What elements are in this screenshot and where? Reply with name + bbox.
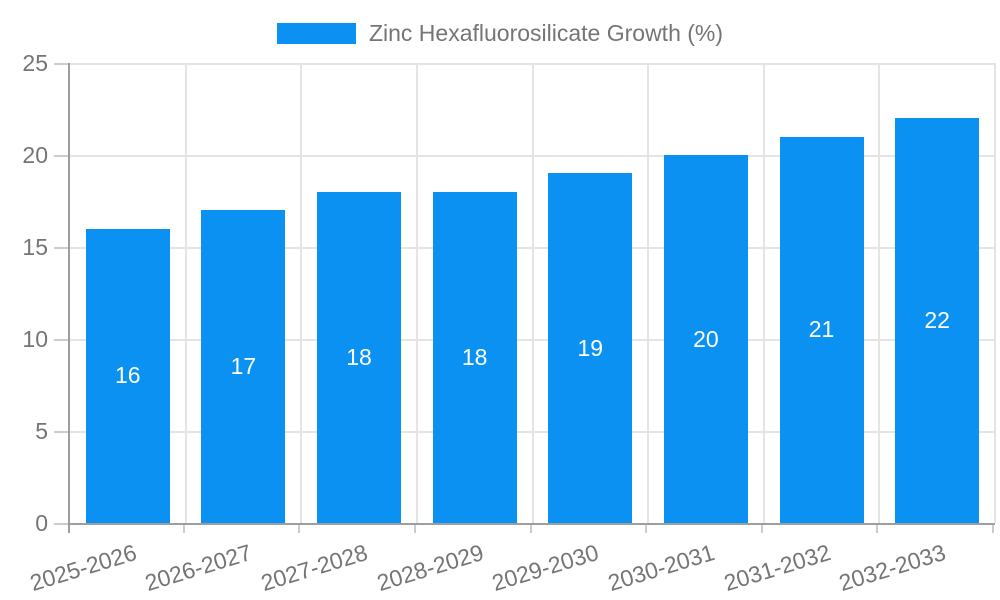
legend-swatch	[276, 23, 356, 44]
x-axis-tick	[876, 525, 879, 533]
x-axis-label: 2029-2030	[489, 539, 602, 597]
x-axis-label: 2025-2026	[26, 539, 140, 597]
bar-2032-2033[interactable]: 22	[895, 118, 980, 523]
bar-value-label: 19	[577, 334, 604, 361]
y-axis-tick	[54, 523, 68, 525]
gridline-vertical	[994, 63, 996, 523]
y-axis-label: 15	[22, 234, 48, 260]
bar-value-label: 22	[924, 307, 950, 334]
y-axis-tick	[54, 63, 68, 65]
y-axis-label: 25	[22, 50, 48, 76]
bar-value-label: 21	[808, 316, 835, 343]
bar-2030-2031[interactable]: 20	[663, 155, 748, 523]
x-axis: 2025-2026 2026-2027 2027-2028 2028-2029 2029…	[27, 525, 994, 600]
bar-2029-2030[interactable]: 19	[548, 173, 633, 523]
bar-2027-2028[interactable]: 18	[317, 191, 402, 523]
x-axis-label: 2031-2032	[720, 539, 834, 597]
x-axis-tick	[760, 525, 763, 533]
x-axis-label: 2027-2028	[257, 539, 371, 597]
gridline-vertical	[762, 63, 765, 523]
y-axis-label: 5	[35, 418, 48, 444]
x-axis-tick	[992, 525, 994, 533]
y-axis-label: 10	[22, 326, 48, 352]
gridline-vertical	[878, 63, 881, 523]
y-axis-tick	[54, 339, 68, 341]
x-axis-label: 2028-2029	[373, 539, 487, 597]
legend[interactable]: Zinc Hexafluorosilicate Growth (%)	[0, 20, 1000, 47]
x-axis-tick	[298, 525, 301, 533]
plot-area: 16 17 18 18 19 20 21 22	[68, 63, 996, 525]
y-axis-label: 0	[35, 510, 48, 536]
bar-value-label: 17	[230, 353, 257, 380]
y-axis: 0 5 10 15 20 25	[0, 50, 68, 536]
bar-value-label: 16	[115, 362, 141, 389]
bar-value-label: 18	[461, 343, 488, 370]
x-axis-label: 2032-2033	[835, 539, 949, 597]
x-axis-label: 2030-2031	[604, 539, 718, 597]
bar-2028-2029[interactable]: 18	[432, 191, 517, 523]
legend-label: Zinc Hexafluorosilicate Growth (%)	[368, 20, 724, 46]
y-axis-tick	[54, 155, 68, 157]
x-axis-tick	[182, 525, 185, 533]
x-axis-tick	[529, 525, 532, 533]
gridline-vertical	[647, 63, 650, 523]
x-axis-label: 2026-2027	[142, 539, 256, 597]
bar-value-label: 20	[693, 325, 719, 352]
x-axis-tick	[413, 525, 416, 533]
bar-2025-2026[interactable]: 16	[85, 228, 170, 523]
gridline-vertical	[531, 63, 534, 523]
gridline-vertical	[184, 63, 187, 523]
x-axis-tick	[645, 525, 648, 533]
gridline-vertical	[300, 63, 303, 523]
y-axis-label: 20	[22, 142, 48, 168]
bar-value-label: 18	[346, 343, 372, 370]
y-axis-tick	[54, 431, 68, 433]
gridline-vertical	[415, 63, 418, 523]
bar-2031-2032[interactable]: 21	[779, 136, 864, 523]
bar-2026-2027[interactable]: 17	[201, 210, 286, 523]
y-axis-tick	[54, 247, 68, 249]
x-axis-tick	[68, 525, 70, 533]
